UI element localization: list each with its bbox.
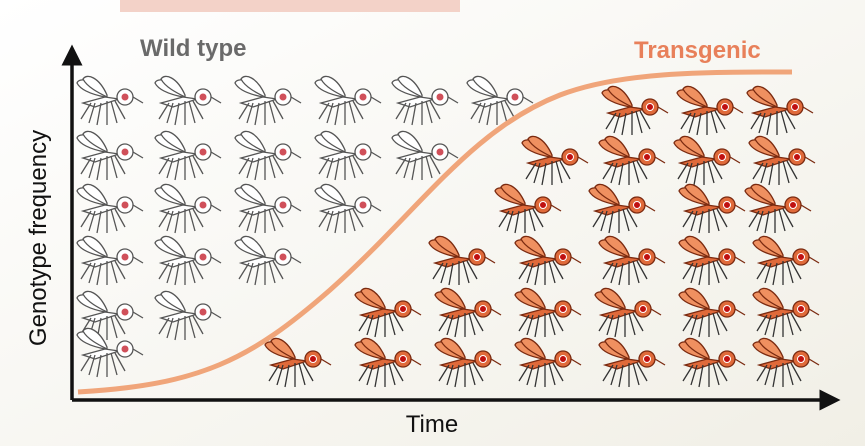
x-axis-label: Time — [406, 411, 458, 438]
transgenic-label: Transgenic — [634, 37, 761, 64]
wild-type-label: Wild type — [140, 35, 246, 62]
frequency-curve — [77, 69, 793, 395]
y-axis-label: Genotype frequency — [25, 130, 52, 346]
top-strip — [120, 0, 460, 12]
